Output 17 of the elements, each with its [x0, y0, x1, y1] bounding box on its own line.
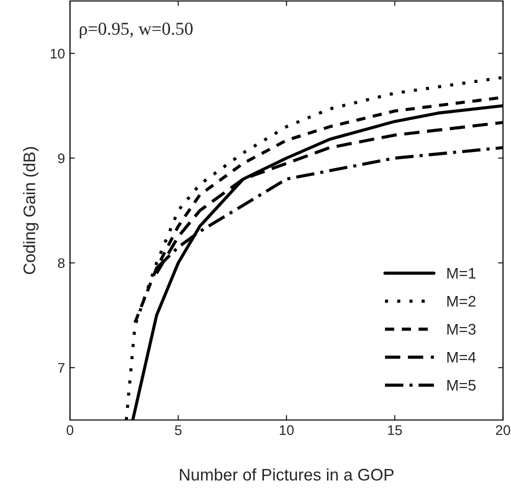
- y-axis-title: Coding Gain (dB): [23, 147, 39, 274]
- x-tick-label: 15: [388, 425, 402, 436]
- legend-label: M=5: [447, 380, 476, 391]
- y-tick-label: 7: [58, 363, 64, 373]
- legend-label: M=1: [447, 268, 476, 279]
- legend-label: M=2: [447, 296, 476, 307]
- x-tick-label: 5: [174, 425, 182, 436]
- x-axis-title: Number of Pictures in a GOP: [180, 468, 394, 481]
- x-tick-label: 10: [280, 425, 294, 436]
- x-tick-label: 20: [496, 425, 510, 436]
- y-tick-label: 8: [58, 258, 65, 268]
- annotation: ρ=0.95, w=0.50: [80, 22, 193, 39]
- x-tick-label: 0: [66, 425, 74, 436]
- y-tick-label: 9: [58, 153, 64, 164]
- y-tick-label: 10: [50, 48, 65, 59]
- legend-label: M=4: [447, 352, 476, 363]
- legend-label: M=3: [447, 324, 476, 335]
